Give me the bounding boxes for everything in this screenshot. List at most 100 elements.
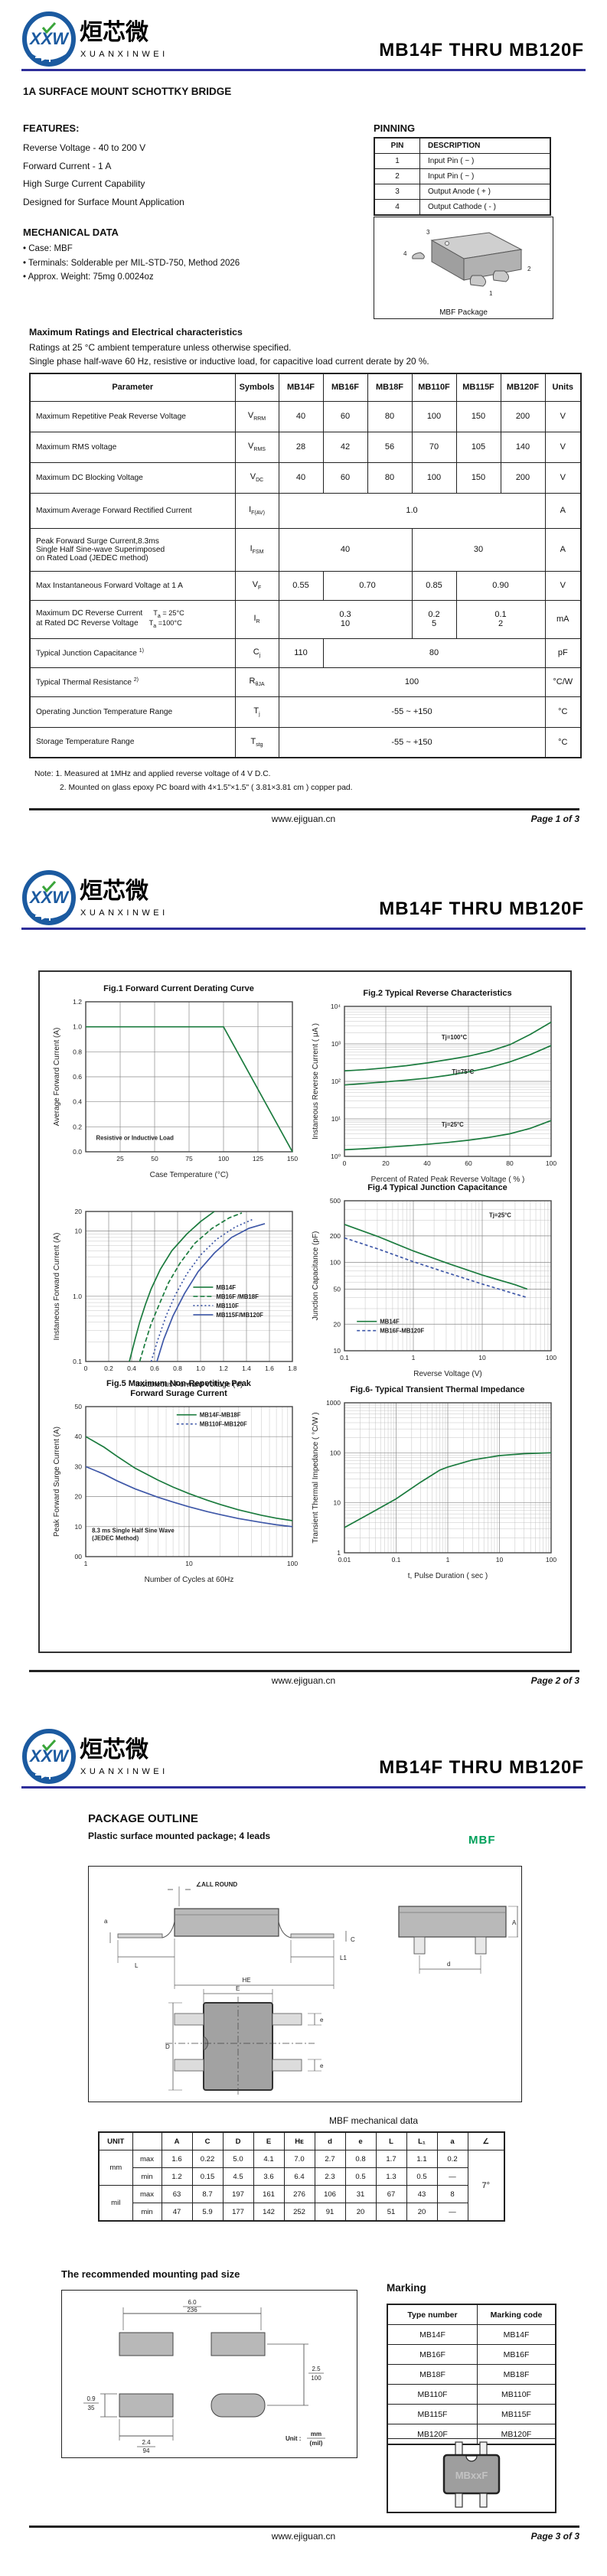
mech-minmax: max bbox=[132, 2150, 162, 2168]
marking-row: MB16F MB16F bbox=[387, 2344, 556, 2365]
rating-value: 110 bbox=[278, 637, 324, 668]
dim-a-label: a bbox=[104, 1918, 108, 1925]
marking-chip-drawing: MBxxF bbox=[442, 2441, 501, 2508]
dim-e1-label: e bbox=[320, 2017, 324, 2023]
svg-text:20: 20 bbox=[382, 1159, 390, 1167]
mech-value: 47 bbox=[161, 2203, 193, 2222]
pin-number: 2 bbox=[374, 168, 420, 184]
marking-code: MB120F bbox=[477, 2424, 556, 2445]
svg-text:0.4: 0.4 bbox=[127, 1365, 136, 1372]
dim-l-label: L bbox=[135, 1962, 139, 1969]
ratings-row: Operating Junction Temperature Range Tj -5… bbox=[29, 696, 582, 728]
rating-value: 56 bbox=[367, 431, 413, 463]
rating-parameter: Typical Junction Capacitance 1) bbox=[29, 637, 236, 668]
rating-value: 60 bbox=[322, 461, 368, 494]
dim-A-label: A bbox=[512, 1919, 517, 1926]
mech-value: 4.5 bbox=[222, 2167, 254, 2186]
svg-text:80: 80 bbox=[506, 1159, 514, 1167]
rating-value: -55 ~ +150 bbox=[278, 726, 546, 758]
marking-row: MB115F MB115F bbox=[387, 2404, 556, 2424]
svg-text:Reverse Voltage (V): Reverse Voltage (V) bbox=[413, 1370, 482, 1378]
fig4-chart: 0.1 1 10 100 10 20 50 100 200 500 Tj=25°C MB14F MB16… bbox=[312, 1197, 556, 1378]
dim-c-label: C bbox=[351, 1936, 355, 1943]
mech-angle: 7° bbox=[467, 2150, 505, 2222]
ratings-row: Storage Temperature Range Tstg -55 ~ +150 °… bbox=[29, 726, 582, 758]
pinning-table: PIN DESCRIPTION 1 Input Pin ( ~ ) 2 Input Pin… bbox=[374, 137, 551, 216]
svg-text:烜芯微: 烜芯微 bbox=[80, 879, 148, 904]
svg-text:125: 125 bbox=[253, 1155, 263, 1162]
mech-value: 177 bbox=[222, 2203, 254, 2222]
svg-text:Tj=75°C: Tj=75°C bbox=[452, 1068, 474, 1075]
rating-value: 30 bbox=[411, 527, 546, 572]
ratings-col-header: Units bbox=[544, 373, 582, 402]
rating-value: 200 bbox=[500, 400, 546, 432]
ratings-table: Parameter Symbols MB14F MB16F MB18F MB110F MB1… bbox=[29, 373, 582, 758]
pin1-dot-icon bbox=[445, 241, 449, 246]
marking-heading: Marking bbox=[387, 2282, 426, 2294]
svg-text:10: 10 bbox=[75, 1228, 83, 1235]
svg-text:0.8: 0.8 bbox=[73, 1048, 82, 1055]
dim-allround-label: ∠ALL ROUND bbox=[196, 1881, 237, 1888]
mechanical-list: • Case: MBF • Terminals: Solderable per M… bbox=[23, 242, 352, 285]
brand-logo-3: XXW 烜芯微 XUANXINWEI bbox=[21, 1728, 197, 1789]
rating-value: 0.1 2 bbox=[455, 599, 546, 639]
fig5-block: Fig.5 Maximum Non-Repetitive Peak Forwar… bbox=[51, 1379, 307, 1591]
rating-value: 100 bbox=[278, 667, 546, 697]
pkg-pin1-label: 1 bbox=[489, 290, 493, 297]
svg-text:100: 100 bbox=[287, 1560, 298, 1567]
fig2-title: Fig.2 Typical Reverse Characteristics bbox=[363, 989, 512, 998]
marking-code: MB18F bbox=[477, 2364, 556, 2385]
svg-text:1.0: 1.0 bbox=[73, 1023, 82, 1031]
svg-text:MB14F: MB14F bbox=[216, 1284, 236, 1291]
fig3-chart: 0 0.2 0.4 0.6 0.8 1.0 1.2 1.4 1.6 1.8 0.1 1.0 10 20 MB… bbox=[53, 1208, 297, 1389]
svg-text:10: 10 bbox=[334, 1347, 341, 1355]
rating-parameter: Maximum DC Reverse Current Ta = 25°C at Ra… bbox=[29, 599, 236, 639]
svg-text:60: 60 bbox=[465, 1159, 472, 1167]
rating-unit: V bbox=[544, 570, 582, 601]
svg-text:MB115F/MB120F: MB115F/MB120F bbox=[216, 1312, 263, 1319]
mech-col-header bbox=[132, 2131, 162, 2150]
rating-value: -55 ~ +150 bbox=[278, 696, 546, 728]
svg-text:MB110F-MB120F: MB110F-MB120F bbox=[200, 1421, 247, 1428]
svg-text:20: 20 bbox=[75, 1493, 83, 1501]
svg-text:1.6: 1.6 bbox=[265, 1365, 274, 1372]
ratings-col-header: MB18F bbox=[367, 373, 413, 402]
dim-d-label: d bbox=[447, 1961, 450, 1968]
svg-text:40: 40 bbox=[75, 1433, 83, 1440]
mechanical-item: • Terminals: Solderable per MIL-STD-750,… bbox=[23, 258, 240, 268]
ratings-row: Max Instantaneous Forward Voltage at 1 A… bbox=[29, 570, 582, 601]
mech-value: 106 bbox=[314, 2185, 346, 2203]
svg-text:Average Forward Current (A): Average Forward Current (A) bbox=[53, 1028, 61, 1127]
figures-frame bbox=[38, 970, 572, 1653]
mech-value: 3.6 bbox=[253, 2167, 285, 2186]
pad-drawing-box: 6.0 236 2.5 100 0.9 35 2.4 94 Unit : mm … bbox=[61, 2290, 357, 2458]
footer-rule-3 bbox=[29, 2525, 579, 2528]
fig6-block: Fig.6- Typical Transient Thermal Impedan… bbox=[309, 1385, 566, 1587]
mech-col-header: d bbox=[314, 2131, 346, 2150]
mech-value: 2.7 bbox=[314, 2150, 346, 2168]
marking-row: MB14F MB14F bbox=[387, 2324, 556, 2345]
mech-table-caption: MBF mechanical data bbox=[329, 2115, 419, 2126]
feature-item: Reverse Voltage - 40 to 200 V bbox=[23, 142, 146, 153]
mech-row: mil max 63 8.7 197 161 276 106 31 67 43 8 bbox=[98, 2185, 504, 2222]
marking-chip-box: MBxxF bbox=[387, 2438, 556, 2513]
svg-text:100: 100 bbox=[330, 1449, 341, 1456]
rating-parameter: Maximum RMS voltage bbox=[29, 431, 236, 463]
svg-text:200: 200 bbox=[330, 1232, 341, 1240]
mech-value: 31 bbox=[344, 2185, 377, 2203]
ratings-col-header: MB110F bbox=[411, 373, 457, 402]
rating-unit: °C bbox=[544, 696, 582, 728]
svg-text:Resistive or Inductive Load: Resistive or Inductive Load bbox=[96, 1134, 175, 1141]
rating-value: 70 bbox=[411, 431, 457, 463]
footer-rule-2 bbox=[29, 1670, 579, 1672]
svg-text:10²: 10² bbox=[331, 1078, 341, 1085]
svg-text:烜芯微: 烜芯微 bbox=[80, 1737, 148, 1762]
rating-parameter: Max Instantaneous Forward Voltage at 1 A bbox=[29, 570, 236, 601]
mech-unit: mm bbox=[98, 2150, 133, 2186]
outline-subheading: Plastic surface mounted package; 4 leads bbox=[88, 1831, 271, 1841]
type-number: MB110F bbox=[387, 2384, 478, 2405]
svg-text:50: 50 bbox=[75, 1403, 83, 1410]
rating-parameter: Operating Junction Temperature Range bbox=[29, 696, 236, 728]
svg-text:1: 1 bbox=[337, 1549, 341, 1557]
